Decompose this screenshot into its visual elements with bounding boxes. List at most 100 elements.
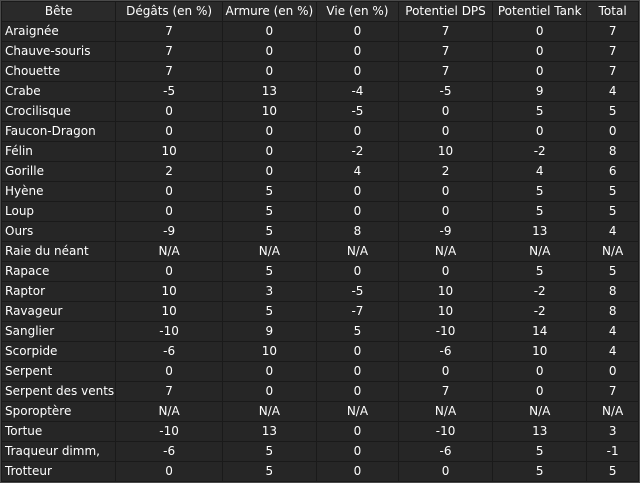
cell-tank-potential: 5 (493, 442, 587, 461)
cell-health: 0 (316, 122, 398, 141)
cell-health: -5 (316, 282, 398, 301)
header-dps-potential: Potentiel DPS (398, 2, 493, 21)
table-body: Araignée 7 0 0 7 0 7 Chauve-souris 7 0 0 7 0 7 Chouett… (2, 22, 638, 481)
table-row: Gorille 2 0 4 2 4 6 (2, 162, 638, 181)
cell-beast-name: Crabe (2, 82, 116, 101)
table-row: Chouette 7 0 0 7 0 7 (2, 62, 638, 81)
cell-dps-potential: -9 (398, 222, 493, 241)
cell-damage: -6 (116, 442, 222, 461)
cell-beast-name: Rapace (2, 262, 116, 281)
cell-total: 4 (587, 222, 638, 241)
cell-damage: 10 (116, 142, 222, 161)
cell-beast-name: Sanglier (2, 322, 116, 341)
cell-total: 5 (587, 462, 638, 481)
cell-total: 6 (587, 162, 638, 181)
cell-damage: 0 (116, 262, 222, 281)
cell-damage: 0 (116, 182, 222, 201)
cell-total: 5 (587, 182, 638, 201)
cell-armor: 13 (222, 82, 316, 101)
cell-beast-name: Hyène (2, 182, 116, 201)
cell-damage: 10 (116, 302, 222, 321)
cell-health: -4 (316, 82, 398, 101)
cell-health: 0 (316, 382, 398, 401)
cell-armor: N/A (222, 242, 316, 261)
cell-beast-name: Serpent (2, 362, 116, 381)
cell-tank-potential: 13 (493, 422, 587, 441)
cell-armor: 0 (222, 122, 316, 141)
cell-dps-potential: 0 (398, 202, 493, 221)
cell-dps-potential: 10 (398, 282, 493, 301)
cell-tank-potential: 5 (493, 462, 587, 481)
cell-beast-name: Ours (2, 222, 116, 241)
cell-damage: 2 (116, 162, 222, 181)
cell-tank-potential: 0 (493, 382, 587, 401)
cell-damage: -5 (116, 82, 222, 101)
cell-beast-name: Tortue (2, 422, 116, 441)
cell-total: N/A (587, 242, 638, 261)
cell-health: 8 (316, 222, 398, 241)
cell-health: 0 (316, 342, 398, 361)
cell-total: 5 (587, 262, 638, 281)
table-row: Félin 10 0 -2 10 -2 8 (2, 142, 638, 161)
cell-health: N/A (316, 402, 398, 421)
cell-health: 0 (316, 262, 398, 281)
table-row: Loup 0 5 0 0 5 5 (2, 202, 638, 221)
cell-armor: 10 (222, 102, 316, 121)
cell-health: 0 (316, 422, 398, 441)
cell-damage: N/A (116, 242, 222, 261)
cell-tank-potential: 4 (493, 162, 587, 181)
cell-dps-potential: 0 (398, 262, 493, 281)
cell-health: 0 (316, 202, 398, 221)
header-damage: Dégâts (en %) (116, 2, 222, 21)
cell-total: 8 (587, 142, 638, 161)
cell-armor: 5 (222, 302, 316, 321)
cell-total: 4 (587, 342, 638, 361)
table-row: Tortue -10 13 0 -10 13 3 (2, 422, 638, 441)
cell-total: 0 (587, 122, 638, 141)
cell-beast-name: Araignée (2, 22, 116, 41)
cell-dps-potential: 2 (398, 162, 493, 181)
cell-armor: 9 (222, 322, 316, 341)
cell-armor: 0 (222, 382, 316, 401)
cell-armor: 13 (222, 422, 316, 441)
cell-damage: 7 (116, 42, 222, 61)
table-row: Scorpide -6 10 0 -6 10 4 (2, 342, 638, 361)
cell-beast-name: Crocilisque (2, 102, 116, 121)
cell-health: -5 (316, 102, 398, 121)
cell-armor: 5 (222, 262, 316, 281)
cell-tank-potential: N/A (493, 402, 587, 421)
cell-armor: 10 (222, 342, 316, 361)
cell-health: 5 (316, 322, 398, 341)
cell-dps-potential: 10 (398, 302, 493, 321)
cell-tank-potential: 5 (493, 182, 587, 201)
cell-health: 0 (316, 62, 398, 81)
cell-damage: 7 (116, 22, 222, 41)
cell-tank-potential: 14 (493, 322, 587, 341)
cell-armor: 5 (222, 442, 316, 461)
cell-dps-potential: 7 (398, 22, 493, 41)
cell-damage: 0 (116, 122, 222, 141)
cell-damage: 0 (116, 362, 222, 381)
cell-total: 5 (587, 102, 638, 121)
cell-total: -1 (587, 442, 638, 461)
cell-dps-potential: -5 (398, 82, 493, 101)
table-row: Sporoptère N/A N/A N/A N/A N/A N/A (2, 402, 638, 421)
cell-damage: -10 (116, 422, 222, 441)
cell-tank-potential: -2 (493, 282, 587, 301)
cell-damage: 0 (116, 462, 222, 481)
cell-damage: 7 (116, 62, 222, 81)
cell-beast-name: Chouette (2, 62, 116, 81)
cell-armor: N/A (222, 402, 316, 421)
cell-armor: 3 (222, 282, 316, 301)
cell-dps-potential: N/A (398, 402, 493, 421)
cell-tank-potential: 10 (493, 342, 587, 361)
cell-tank-potential: 0 (493, 42, 587, 61)
cell-beast-name: Raie du néant (2, 242, 116, 261)
cell-beast-name: Gorille (2, 162, 116, 181)
cell-damage: -10 (116, 322, 222, 341)
cell-total: 7 (587, 22, 638, 41)
cell-damage: 10 (116, 282, 222, 301)
cell-dps-potential: -10 (398, 322, 493, 341)
cell-total: 8 (587, 282, 638, 301)
